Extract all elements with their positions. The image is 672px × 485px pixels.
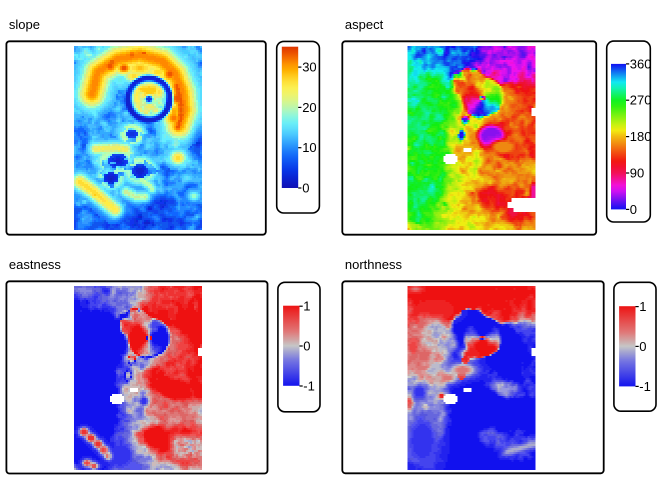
svg-text:360: 360	[630, 56, 652, 71]
svg-text:90: 90	[630, 166, 644, 181]
svg-text:0: 0	[639, 339, 646, 354]
svg-text:0: 0	[630, 202, 637, 217]
svg-text:eastness: eastness	[9, 257, 62, 272]
svg-text:northness: northness	[345, 257, 403, 272]
svg-text:0: 0	[302, 181, 309, 196]
svg-text:aspect: aspect	[345, 17, 384, 32]
svg-text:10: 10	[302, 140, 316, 155]
svg-text:-1: -1	[303, 379, 315, 394]
svg-text:30: 30	[302, 60, 316, 75]
svg-text:20: 20	[302, 100, 316, 115]
svg-text:1: 1	[639, 299, 646, 314]
svg-text:1: 1	[303, 299, 310, 314]
svg-text:270: 270	[630, 93, 652, 108]
svg-text:180: 180	[630, 129, 652, 144]
svg-text:slope: slope	[9, 17, 40, 32]
svg-text:-1: -1	[639, 379, 651, 394]
svg-text:0: 0	[303, 339, 310, 354]
